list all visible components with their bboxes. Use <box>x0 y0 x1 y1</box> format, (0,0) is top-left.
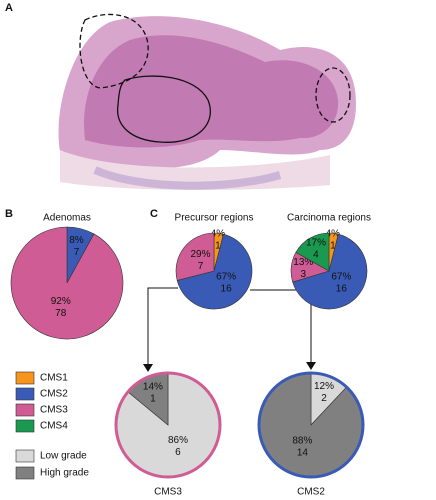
count-label: 1 <box>150 394 156 405</box>
arrow <box>250 289 312 362</box>
chart-title: CMS3 <box>154 487 182 498</box>
data-label: 13% <box>293 257 313 268</box>
pie-slice <box>292 233 368 310</box>
count-label: 16 <box>336 283 348 294</box>
legend-label: CMS2 <box>40 389 68 400</box>
pie-slice <box>10 226 124 340</box>
panel-label: C <box>150 208 158 220</box>
count-label: 1 <box>215 241 221 252</box>
data-label: 92% <box>51 296 71 307</box>
chart-title: Carcinoma regions <box>287 213 371 224</box>
data-label: 88% <box>292 435 312 446</box>
panel-label: A <box>5 2 13 14</box>
data-label: 14% <box>143 382 163 393</box>
arrow-head <box>306 362 316 370</box>
legend-label: Low grade <box>40 451 87 462</box>
panel-label: B <box>5 208 13 220</box>
count-label: 2 <box>321 393 327 404</box>
count-label: 78 <box>55 308 67 319</box>
data-label: 4% <box>211 229 226 240</box>
data-label: 67% <box>216 272 236 283</box>
legend-swatch <box>15 449 35 463</box>
data-label: 86% <box>168 435 188 446</box>
count-label: 1 <box>330 241 336 252</box>
data-label: 17% <box>306 237 326 248</box>
pie-slice <box>175 232 215 281</box>
count-label: 14 <box>297 447 309 458</box>
count-label: 4 <box>313 249 319 260</box>
pie-slice <box>295 232 330 272</box>
data-label: 29% <box>190 249 210 260</box>
legend-swatch <box>15 371 35 385</box>
data-label: 67% <box>331 271 351 282</box>
pie-slice <box>176 233 253 310</box>
legend-label: CMS3 <box>40 405 68 416</box>
arrow <box>147 287 178 364</box>
data-label: 8% <box>69 235 84 246</box>
count-label: 16 <box>221 284 233 295</box>
pie-border <box>257 371 365 479</box>
legend-label: CMS1 <box>40 373 68 384</box>
chart-title: Precursor regions <box>175 213 254 224</box>
histology-image <box>58 13 356 190</box>
chart-title: CMS2 <box>297 487 325 498</box>
count-label: 7 <box>198 261 204 272</box>
legend-swatch <box>15 419 35 433</box>
legend-swatch <box>15 466 35 480</box>
data-label: 12% <box>314 381 334 392</box>
legend-swatch <box>15 387 35 401</box>
count-label: 3 <box>301 269 307 280</box>
legend-swatch <box>15 403 35 417</box>
pie-border <box>114 371 222 479</box>
arrow-head <box>143 364 153 372</box>
chart-title: Adenomas <box>43 213 91 224</box>
data-label: 4% <box>326 229 341 240</box>
legend-label: High grade <box>40 468 89 479</box>
count-label: 6 <box>175 447 181 458</box>
legend-label: CMS4 <box>40 421 68 432</box>
count-label: 7 <box>74 247 80 258</box>
